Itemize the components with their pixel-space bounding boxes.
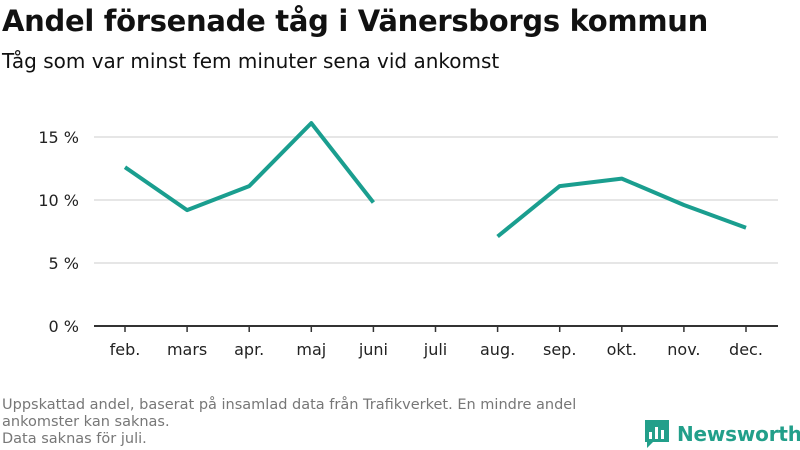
x-tick-labels: feb. mars apr. maj juni juli aug. sep. okt. nov. d… bbox=[110, 340, 763, 359]
x-tick-label: maj bbox=[296, 340, 326, 359]
chart-subtitle: Tåg som var minst fem minuter sena vid a… bbox=[2, 49, 500, 73]
x-tick-label: okt. bbox=[607, 340, 637, 359]
data-series bbox=[123, 121, 747, 239]
x-tick-label: apr. bbox=[234, 340, 264, 359]
footnote-missing-data: Data saknas för juli. bbox=[2, 431, 147, 447]
series-line bbox=[496, 176, 747, 239]
y-tick-label: 15 % bbox=[38, 128, 79, 147]
x-tick-label: juli bbox=[423, 340, 447, 359]
x-tick-label: aug. bbox=[480, 340, 515, 359]
x-tick-label: dec. bbox=[729, 340, 763, 359]
series-line bbox=[123, 121, 375, 213]
x-axis bbox=[94, 325, 778, 332]
footnote-source: Uppskattad andel, baserat på insamlad da… bbox=[2, 397, 577, 430]
brand-logo: Newsworthy bbox=[645, 420, 800, 448]
x-tick-label: mars bbox=[167, 340, 207, 359]
x-tick-label: feb. bbox=[110, 340, 141, 359]
y-tick-label: 5 % bbox=[49, 254, 79, 273]
newsworthy-logo-icon bbox=[645, 420, 669, 448]
y-tick-labels: 0 % 5 % 10 % 15 % bbox=[38, 128, 79, 336]
x-tick-label: nov. bbox=[667, 340, 700, 359]
line-chart: 0 % 5 % 10 % 15 % feb. mars apr. maj juni juli au… bbox=[38, 121, 778, 359]
chart-title: Andel försenade tåg i Vänersborgs kommun bbox=[2, 4, 708, 38]
footnote: Uppskattad andel, baserat på insamlad da… bbox=[2, 397, 642, 448]
x-tick-label: sep. bbox=[543, 340, 576, 359]
x-tick-label: juni bbox=[358, 340, 388, 359]
brand-name: Newsworthy bbox=[677, 422, 800, 446]
y-tick-label: 0 % bbox=[49, 317, 79, 336]
y-tick-label: 10 % bbox=[38, 191, 79, 210]
